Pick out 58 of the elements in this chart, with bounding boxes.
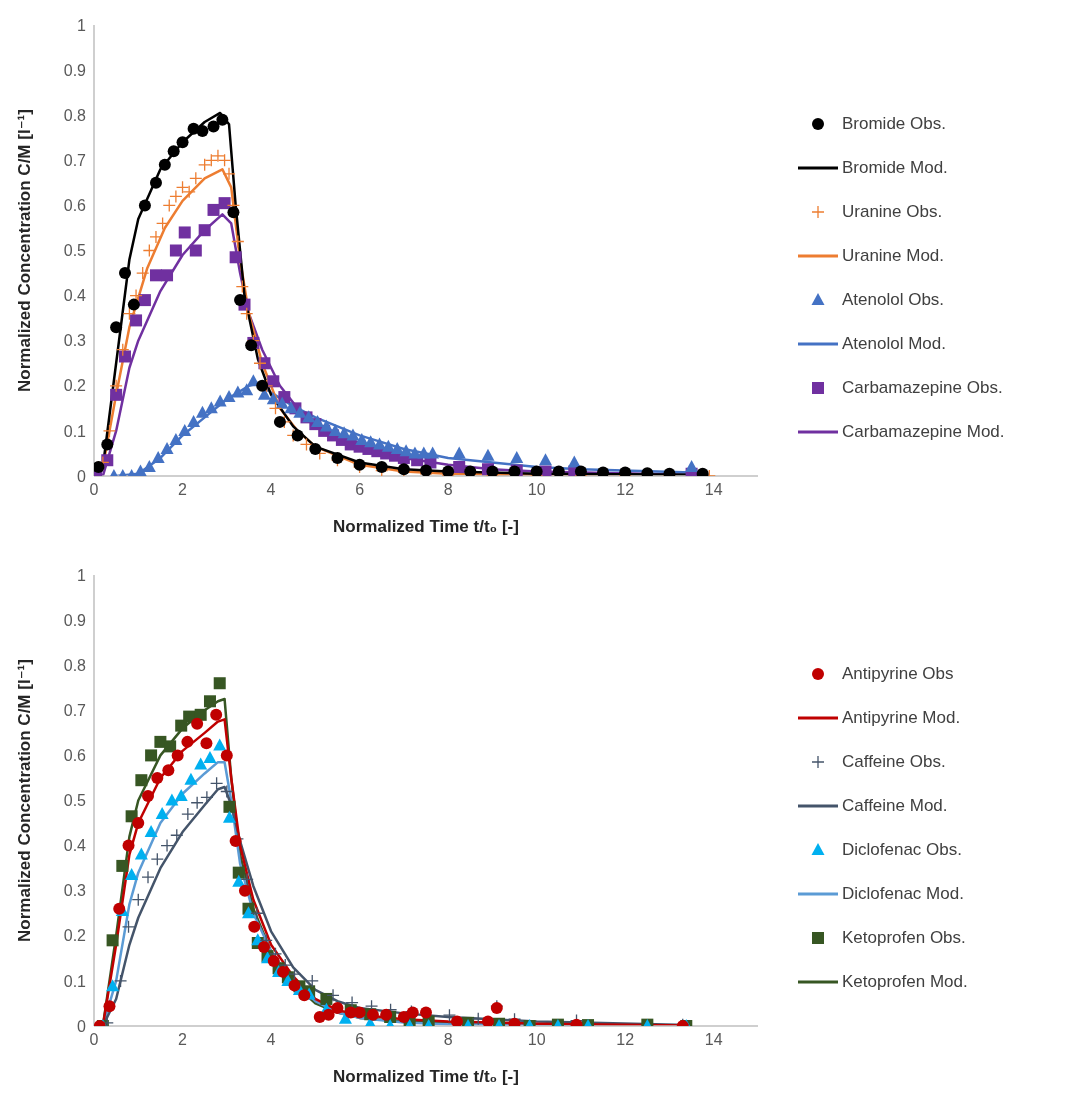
- legend-label: Uranine Obs.: [842, 202, 943, 222]
- x-tick-label: 10: [527, 1030, 546, 1048]
- y-tick-label: 0.4: [63, 836, 87, 854]
- legend-label: Ketoprofen Mod.: [842, 972, 968, 992]
- legend-label: Atenolol Obs.: [842, 290, 945, 310]
- y-axis-title: Normalized Concentration C/M [l⁻¹]: [15, 658, 35, 942]
- x-tick-label: 2: [178, 1030, 188, 1048]
- legend-label: Atenolol Mod.: [842, 334, 946, 354]
- y-tick-label: 0.3: [63, 881, 87, 899]
- legend-label: Diclofenac Mod.: [842, 884, 964, 904]
- y-tick-label: 0.4: [63, 286, 87, 304]
- y-tick-label: 0.6: [63, 746, 87, 764]
- y-tick-label: 0.1: [63, 972, 87, 990]
- x-tick-label: 0: [89, 480, 99, 498]
- x-tick-label: 6: [355, 1030, 365, 1048]
- x-axis-title: Normalized Time t/t₀ [-]: [333, 516, 519, 536]
- x-tick-label: 8: [443, 1030, 453, 1048]
- y-tick-label: 0.8: [63, 106, 87, 124]
- legend-label: Carbamazepine Obs.: [842, 378, 1003, 398]
- y-axis-title: Normalized Concentration C/M [l⁻¹]: [15, 108, 35, 392]
- x-tick-label: 14: [704, 1030, 723, 1048]
- y-tick-label: 0.9: [63, 61, 87, 79]
- y-tick-label: 0.2: [63, 926, 87, 944]
- y-tick-label: 0.7: [63, 701, 87, 719]
- legend-label: Caffeine Mod.: [842, 796, 948, 816]
- x-tick-label: 4: [266, 480, 276, 498]
- x-tick-label: 2: [178, 480, 188, 498]
- legend-label: Ketoprofen Obs.: [842, 928, 966, 948]
- x-tick-label: 8: [443, 480, 453, 498]
- y-tick-label: 0: [77, 467, 87, 485]
- x-tick-label: 14: [704, 480, 723, 498]
- x-tick-label: 10: [527, 480, 546, 498]
- y-tick-label: 0.9: [63, 611, 87, 629]
- legend-label: Uranine Mod.: [842, 246, 945, 266]
- y-tick-label: 0.1: [63, 422, 87, 440]
- y-tick-label: 0.3: [63, 331, 87, 349]
- y-tick-label: 0.7: [63, 151, 87, 169]
- y-tick-label: 1: [77, 566, 87, 584]
- y-tick-label: 0.8: [63, 656, 87, 674]
- x-tick-label: 6: [355, 480, 365, 498]
- y-tick-label: 0.5: [63, 791, 87, 809]
- legend-label: Antipyrine Obs: [842, 664, 954, 684]
- y-tick-label: 1: [77, 16, 87, 34]
- x-axis-title: Normalized Time t/t₀ [-]: [333, 1066, 519, 1086]
- legend-label: Caffeine Obs.: [842, 752, 946, 772]
- y-tick-label: 0: [77, 1017, 87, 1035]
- x-tick-label: 0: [89, 1030, 99, 1048]
- x-tick-label: 4: [266, 1030, 276, 1048]
- x-tick-label: 12: [616, 1030, 635, 1048]
- x-tick-label: 12: [616, 480, 635, 498]
- y-tick-label: 0.6: [63, 196, 87, 214]
- y-tick-label: 0.5: [63, 241, 87, 259]
- legend-label: Diclofenac Obs.: [842, 840, 962, 860]
- legend-label: Bromide Obs.: [842, 114, 946, 134]
- legend-label: Bromide Mod.: [842, 158, 948, 178]
- legend-label: Carbamazepine Mod.: [842, 422, 1005, 442]
- legend-label: Antipyrine Mod.: [842, 708, 961, 728]
- y-tick-label: 0.2: [63, 376, 87, 394]
